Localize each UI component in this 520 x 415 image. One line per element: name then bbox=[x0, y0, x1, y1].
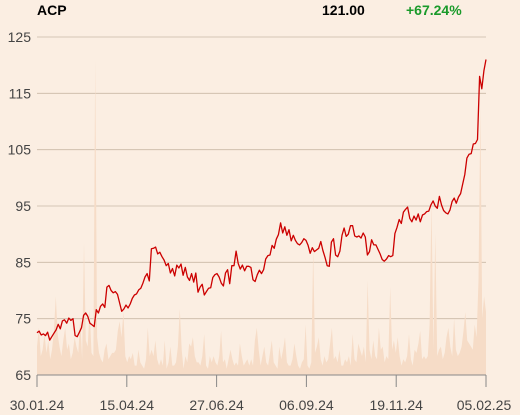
x-tick-label: 06.09.24 bbox=[279, 397, 334, 413]
grid-lines bbox=[37, 36, 486, 376]
price-series bbox=[36, 59, 487, 341]
y-tick-label: 115 bbox=[9, 85, 32, 101]
x-tick-label: 19.11.24 bbox=[369, 397, 423, 413]
price-change-percent: +67.24% bbox=[406, 2, 462, 18]
x-tick-label: 27.06.24 bbox=[189, 397, 244, 413]
y-tick-label: 75 bbox=[15, 311, 31, 327]
y-tick-label: 65 bbox=[15, 367, 31, 383]
price-line bbox=[36, 59, 487, 341]
y-tick-label: 85 bbox=[15, 254, 31, 270]
x-tick-label: 05.02.25 bbox=[457, 397, 512, 413]
last-price: 121.00 bbox=[322, 2, 365, 18]
y-tick-label: 105 bbox=[8, 142, 32, 158]
y-tick-label: 125 bbox=[8, 29, 32, 45]
axes: 65 75 85 95 105 115 125 30.01.24 15.04.24 27.06.2… bbox=[8, 29, 512, 413]
x-tick-label: 15.04.24 bbox=[100, 397, 155, 413]
y-tick-label: 95 bbox=[15, 198, 31, 214]
x-tick-label: 30.01.24 bbox=[10, 397, 65, 413]
ticker-symbol: ACP bbox=[37, 2, 67, 18]
